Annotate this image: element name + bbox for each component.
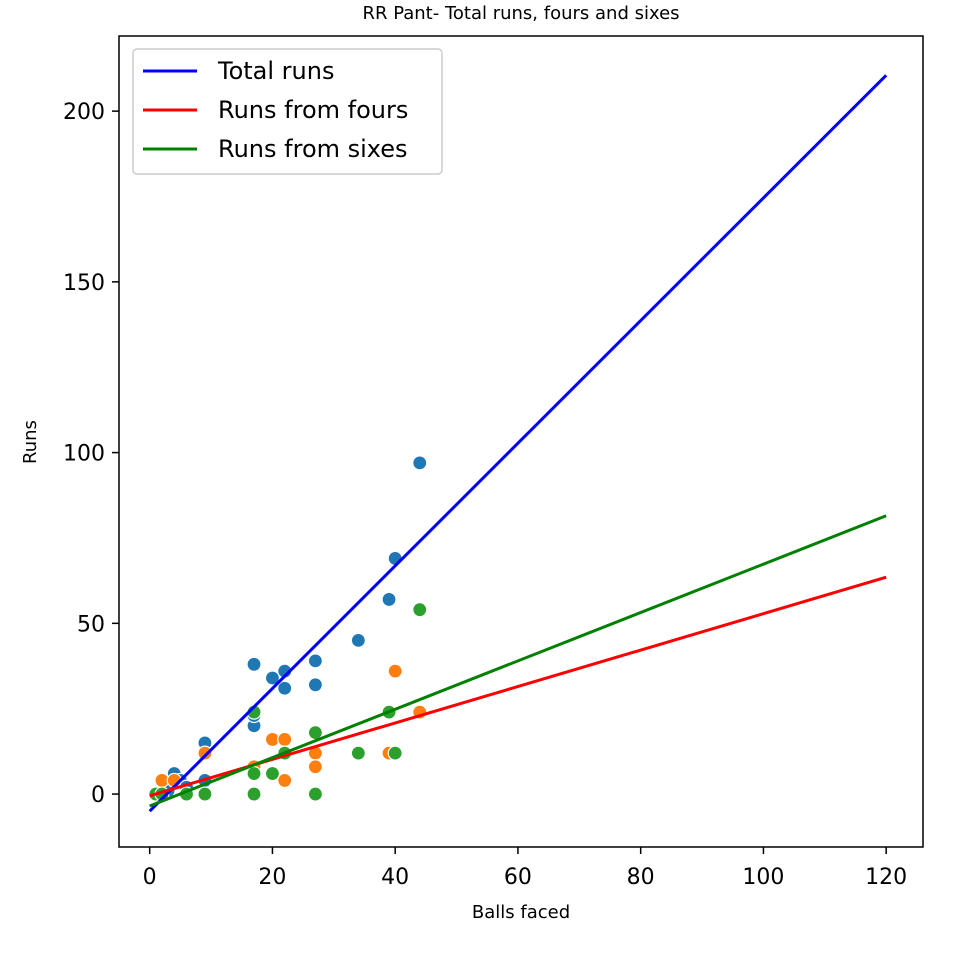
scatter-point-series-3 bbox=[307, 786, 323, 802]
chart-title: RR Pant- Total runs, fours and sixes bbox=[362, 3, 679, 24]
scatter-point-series-1 bbox=[412, 455, 428, 471]
scatter-point-series-2 bbox=[387, 663, 403, 679]
y-axis-label: Runs bbox=[20, 420, 41, 464]
scatter-point-series-2 bbox=[277, 731, 293, 748]
x-tick-label: 120 bbox=[865, 865, 907, 890]
fit-lines bbox=[148, 74, 888, 813]
plot-area-frame bbox=[118, 35, 924, 848]
scatter-point-series-2 bbox=[307, 759, 323, 775]
scatter-point-series-1 bbox=[387, 550, 403, 567]
scatter-point-series-1 bbox=[307, 653, 323, 669]
fit-line-total-runs bbox=[148, 74, 888, 813]
legend-label: Runs from sixes bbox=[218, 135, 408, 163]
legend-label: Runs from fours bbox=[218, 96, 408, 124]
scatter-point-series-1 bbox=[381, 591, 397, 608]
legend-label: Total runs bbox=[217, 57, 334, 85]
y-axis: 0 50 100 150 200 bbox=[63, 100, 119, 808]
y-tick-label: 50 bbox=[77, 612, 105, 637]
scatter-point-series-1 bbox=[264, 670, 281, 686]
scatter-point-series-2 bbox=[197, 745, 213, 761]
x-tick-label: 0 bbox=[143, 865, 157, 890]
y-tick-label: 150 bbox=[63, 271, 105, 296]
x-tick-label: 40 bbox=[381, 865, 409, 890]
legend: Total runs Runs from fours Runs from sixes bbox=[132, 48, 443, 175]
scatter-point-series-3 bbox=[387, 745, 403, 761]
scatter-point-series-2 bbox=[277, 772, 293, 789]
scatter-point-series-1 bbox=[246, 656, 262, 672]
x-tick-label: 20 bbox=[258, 865, 286, 890]
scatter-point-series-3 bbox=[197, 786, 213, 802]
scatter-point-series-1 bbox=[350, 632, 366, 649]
scatter-point-series-3 bbox=[412, 602, 428, 618]
y-tick-label: 0 bbox=[91, 783, 105, 808]
x-tick-label: 60 bbox=[504, 865, 532, 890]
x-tick-label: 80 bbox=[627, 865, 655, 890]
scatter-points bbox=[148, 455, 428, 802]
x-tick-label: 100 bbox=[742, 865, 784, 890]
y-tick-label: 100 bbox=[63, 442, 105, 467]
scatter-point-series-3 bbox=[246, 765, 262, 782]
x-axis: 0 20 40 60 80 100 120 bbox=[143, 847, 907, 890]
legend-box bbox=[132, 48, 443, 175]
fit-line-runs-from-sixes bbox=[149, 514, 887, 808]
scatter-point-series-3 bbox=[264, 765, 281, 782]
x-axis-label: Balls faced bbox=[472, 902, 570, 923]
y-tick-label: 200 bbox=[63, 100, 105, 125]
scatter-point-series-1 bbox=[277, 680, 293, 696]
scatter-point-series-3 bbox=[350, 745, 366, 761]
scatter-point-series-1 bbox=[307, 677, 323, 693]
fit-line-runs-from-fours bbox=[149, 575, 887, 798]
scatter-point-series-3 bbox=[246, 786, 262, 802]
